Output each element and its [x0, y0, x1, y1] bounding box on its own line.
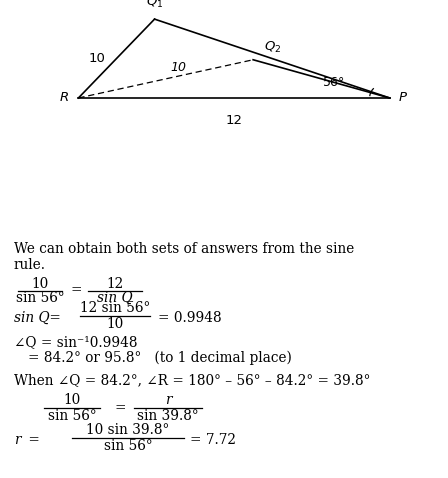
Text: = 0.9948: = 0.9948 — [158, 311, 222, 325]
Text: r: r — [14, 433, 21, 447]
Text: ∠Q = sin⁻¹0.9948: ∠Q = sin⁻¹0.9948 — [14, 335, 138, 348]
Text: 12: 12 — [226, 114, 242, 127]
Text: 10: 10 — [170, 61, 186, 74]
Text: sin Q: sin Q — [14, 311, 50, 325]
Text: $56°$: $56°$ — [322, 76, 345, 89]
Text: $R$: $R$ — [60, 91, 69, 105]
Text: sin 56°: sin 56° — [16, 291, 65, 304]
Text: $Q_1$: $Q_1$ — [146, 0, 163, 10]
Text: = 7.72: = 7.72 — [190, 433, 236, 447]
Text: 10 sin 39.8°: 10 sin 39.8° — [86, 423, 170, 437]
Text: 10: 10 — [106, 316, 124, 331]
Text: 12: 12 — [106, 277, 124, 291]
Text: $P$: $P$ — [398, 91, 408, 105]
Text: r: r — [165, 393, 171, 407]
Text: sin 56°: sin 56° — [103, 439, 152, 453]
Text: = 84.2° or 95.8°   (to 1 decimal place): = 84.2° or 95.8° (to 1 decimal place) — [28, 350, 292, 365]
Text: sin 56°: sin 56° — [47, 409, 96, 423]
Text: rule.: rule. — [14, 258, 46, 272]
Text: $Q_2$: $Q_2$ — [264, 40, 282, 55]
Text: =: = — [45, 311, 61, 325]
Text: When ∠Q = 84.2°, ∠R = 180° – 56° – 84.2° = 39.8°: When ∠Q = 84.2°, ∠R = 180° – 56° – 84.2°… — [14, 373, 370, 387]
Text: 10: 10 — [31, 277, 49, 291]
Text: We can obtain both sets of answers from the sine: We can obtain both sets of answers from … — [14, 242, 354, 257]
Text: =: = — [114, 401, 126, 415]
Text: 10: 10 — [63, 393, 81, 407]
Text: sin Q: sin Q — [97, 291, 133, 304]
Text: sin 39.8°: sin 39.8° — [137, 409, 199, 423]
Text: 12 sin 56°: 12 sin 56° — [80, 301, 150, 315]
Text: =: = — [24, 433, 40, 447]
Text: =: = — [70, 283, 82, 298]
Text: 10: 10 — [88, 52, 105, 65]
